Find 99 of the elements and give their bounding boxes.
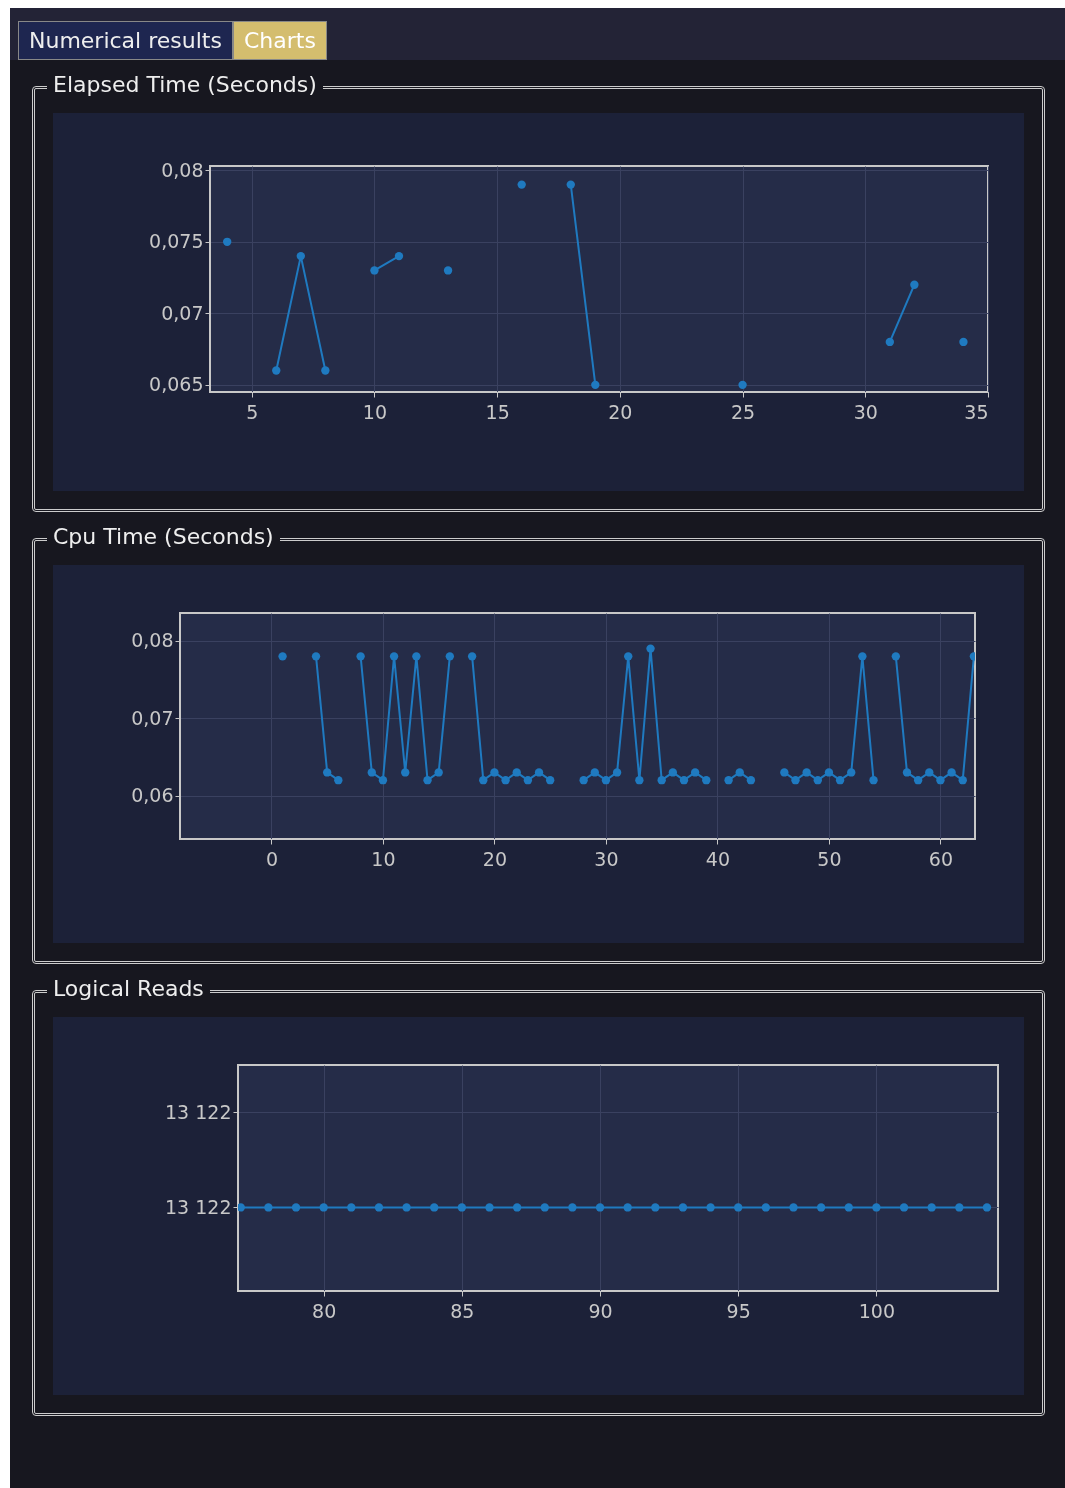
- y-tick-label: 0,08: [131, 629, 174, 652]
- point: [389, 652, 399, 661]
- x-tick-label: 50: [817, 847, 842, 870]
- point: [958, 776, 967, 785]
- point: [925, 768, 934, 777]
- point: [735, 768, 744, 777]
- point: [590, 768, 599, 777]
- point: [467, 652, 477, 661]
- point: [278, 652, 287, 661]
- x-tick-label: 90: [588, 1299, 613, 1322]
- point: [635, 776, 644, 785]
- point: [746, 776, 756, 785]
- x-tick-label: 0: [265, 847, 278, 870]
- point: [445, 652, 455, 661]
- point: [601, 776, 611, 785]
- point: [272, 366, 281, 375]
- point: [523, 776, 533, 785]
- point: [858, 652, 867, 661]
- x-tick-label: 60: [928, 847, 954, 870]
- x-tick-label: 80: [312, 1299, 337, 1322]
- point: [690, 768, 700, 777]
- point: [780, 768, 789, 777]
- point: [802, 768, 811, 777]
- point: [517, 180, 526, 189]
- x-tick-label: 15: [485, 400, 510, 423]
- y-tick-label: 0,08: [161, 158, 204, 181]
- point: [959, 337, 968, 347]
- x-tick-label: 10: [371, 847, 396, 870]
- point: [824, 768, 834, 777]
- point: [902, 768, 912, 777]
- point: [223, 237, 232, 246]
- point: [546, 776, 555, 785]
- x-tick-label: 40: [705, 847, 731, 870]
- point: [612, 768, 622, 777]
- y-tick-label: 0,07: [131, 706, 174, 729]
- x-tick-label: 5: [246, 400, 259, 423]
- point: [835, 776, 845, 785]
- point: [702, 776, 711, 785]
- y-tick-label: 13 122: [165, 1195, 232, 1218]
- point: [534, 768, 544, 777]
- point: [334, 776, 343, 785]
- point: [501, 776, 510, 785]
- point: [321, 366, 330, 375]
- text: Charts: [232, 21, 327, 60]
- point: [847, 768, 856, 777]
- point: [401, 768, 410, 777]
- x-tick-label: 30: [853, 400, 878, 423]
- point: [512, 768, 521, 777]
- point: [738, 380, 747, 390]
- point: [423, 776, 432, 785]
- x-tick-label: 10: [362, 400, 388, 423]
- point: [891, 652, 901, 661]
- point: [296, 251, 305, 261]
- point: [311, 652, 321, 661]
- x-tick-label: 20: [608, 400, 633, 423]
- x-tick-label: 25: [730, 400, 756, 423]
- point: [566, 180, 575, 189]
- point: [910, 280, 919, 289]
- point: [490, 768, 499, 777]
- x-tick-label: 95: [726, 1299, 751, 1322]
- point: [813, 776, 822, 785]
- point: [646, 644, 655, 653]
- x-tick-label: 35: [964, 400, 989, 423]
- point: [479, 776, 488, 785]
- y-tick-label: 0,075: [149, 230, 204, 253]
- point: [579, 776, 588, 785]
- point: [434, 768, 443, 777]
- point: [936, 776, 945, 785]
- point: [947, 768, 956, 777]
- point: [791, 776, 800, 785]
- point: [370, 266, 379, 275]
- point: [356, 652, 365, 661]
- y-tick-label: 0,065: [149, 373, 204, 396]
- point: [869, 776, 878, 785]
- point: [394, 251, 404, 261]
- x-tick-label: 100: [858, 1299, 896, 1322]
- x-tick-label: 30: [594, 847, 619, 870]
- point: [668, 768, 678, 777]
- point: [679, 776, 689, 785]
- point: [323, 768, 332, 777]
- point: [412, 652, 421, 661]
- y-tick-label: 0,07: [161, 301, 204, 324]
- point: [913, 776, 923, 785]
- point: [443, 266, 453, 275]
- y-tick-label: 13 122: [165, 1100, 232, 1123]
- point: [885, 337, 895, 347]
- x-tick-label: 20: [482, 847, 508, 870]
- point: [378, 776, 388, 785]
- x-tick-label: 85: [450, 1299, 475, 1322]
- point: [724, 776, 733, 785]
- point: [657, 776, 666, 785]
- text: Numerical results: [18, 21, 233, 60]
- y-tick-label: 0,06: [131, 784, 174, 807]
- chart-title: Logical Reads: [47, 976, 210, 1001]
- point: [591, 380, 600, 390]
- chart-title: Elapsed Time (Seconds): [47, 72, 323, 97]
- point: [367, 768, 376, 777]
- point: [624, 652, 633, 661]
- chart-title: Cpu Time (Seconds): [47, 524, 280, 549]
